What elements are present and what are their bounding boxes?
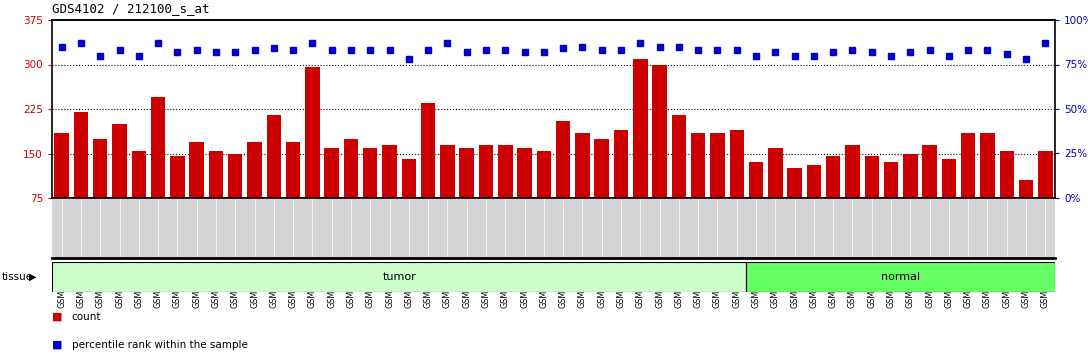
Bar: [1000, 150, 1014, 242]
Bar: [363, 148, 378, 242]
Bar: [498, 144, 512, 242]
Text: ▶: ▶: [28, 272, 36, 282]
Bar: [247, 142, 262, 242]
Bar: [459, 148, 474, 242]
Bar: [54, 133, 69, 242]
Bar: [132, 150, 146, 242]
Bar: [942, 159, 956, 242]
Bar: [52, 262, 746, 292]
Bar: [633, 58, 647, 242]
Bar: [730, 130, 744, 242]
Bar: [1018, 180, 1034, 242]
Bar: [1038, 150, 1052, 242]
Bar: [845, 144, 860, 242]
Bar: [324, 148, 339, 242]
Text: ■: ■: [52, 340, 62, 350]
Bar: [209, 150, 223, 242]
Bar: [344, 139, 358, 242]
Text: tissue: tissue: [2, 272, 34, 282]
Bar: [479, 144, 493, 242]
Bar: [151, 97, 165, 242]
Bar: [883, 162, 899, 242]
Bar: [653, 64, 667, 242]
Bar: [189, 142, 203, 242]
Bar: [746, 262, 1055, 292]
Bar: [305, 68, 320, 242]
Bar: [903, 154, 917, 242]
Text: normal: normal: [881, 272, 920, 282]
Bar: [92, 139, 108, 242]
Bar: [267, 115, 281, 242]
Bar: [112, 124, 126, 242]
Bar: [691, 133, 705, 242]
Bar: [576, 133, 590, 242]
Bar: [961, 133, 976, 242]
Text: tumor: tumor: [382, 272, 416, 282]
Text: percentile rank within the sample: percentile rank within the sample: [72, 340, 247, 350]
Bar: [228, 154, 243, 242]
Bar: [536, 150, 552, 242]
Text: count: count: [72, 312, 101, 322]
Bar: [923, 144, 937, 242]
Bar: [671, 115, 687, 242]
Bar: [382, 144, 397, 242]
Bar: [749, 162, 764, 242]
Bar: [788, 169, 802, 242]
Bar: [865, 156, 879, 242]
Bar: [826, 156, 840, 242]
Bar: [710, 133, 725, 242]
Text: ■: ■: [52, 312, 62, 322]
Bar: [421, 103, 435, 242]
Bar: [441, 144, 455, 242]
Bar: [74, 112, 88, 242]
Bar: [768, 148, 782, 242]
Text: GDS4102 / 212100_s_at: GDS4102 / 212100_s_at: [52, 2, 210, 15]
Bar: [517, 148, 532, 242]
Bar: [286, 142, 300, 242]
Bar: [556, 121, 570, 242]
Bar: [614, 130, 628, 242]
Bar: [594, 139, 609, 242]
Bar: [980, 133, 994, 242]
Bar: [170, 156, 185, 242]
Bar: [806, 165, 821, 242]
Bar: [401, 159, 416, 242]
